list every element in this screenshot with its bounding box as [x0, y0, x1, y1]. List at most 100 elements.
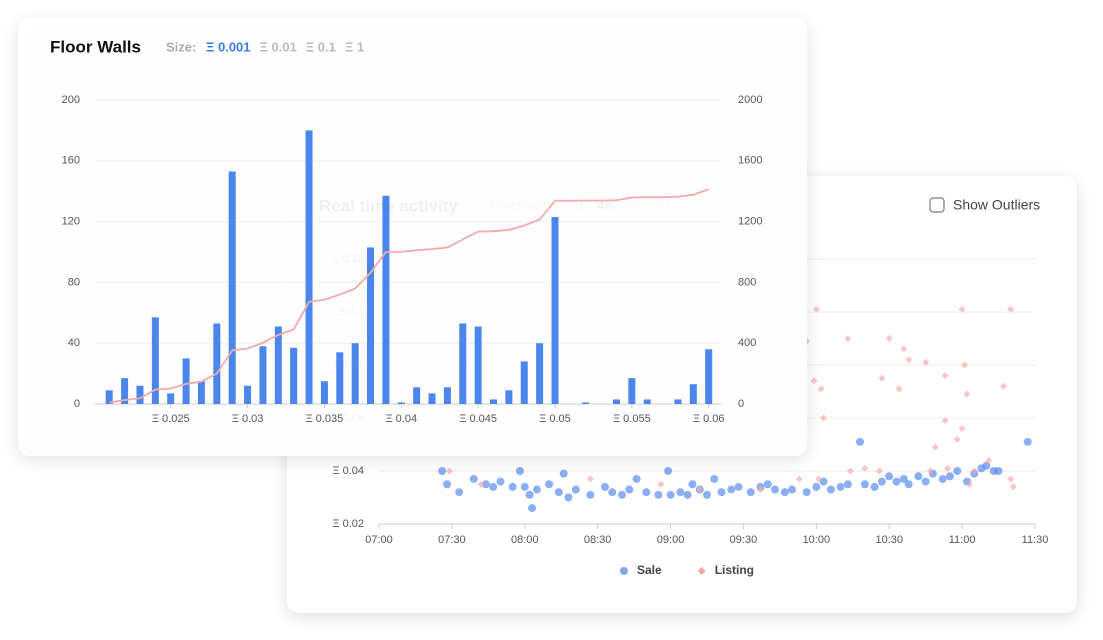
bar: [290, 347, 298, 404]
sale-point: [734, 482, 743, 491]
y2-tick-label: 800: [738, 276, 756, 288]
bar: [428, 393, 436, 404]
sale-point: [554, 488, 563, 497]
bar: [612, 399, 620, 404]
x-tick-label: 08:00: [511, 534, 539, 546]
sale-point: [945, 472, 954, 481]
sale-point: [559, 469, 568, 478]
y2-tick-label: 2000: [738, 94, 762, 106]
sale-point: [870, 482, 879, 491]
size-option[interactable]: Ξ 0.1: [306, 39, 336, 54]
y-tick-label: 160: [62, 155, 80, 167]
y2-tick-label: 0: [738, 398, 744, 410]
sale-point: [438, 467, 447, 475]
listing-point: [817, 385, 825, 393]
x-tick-label: Ξ 0.025: [152, 413, 190, 425]
y-tick-label: Ξ 0.02: [332, 518, 364, 530]
listing-point: [846, 467, 854, 475]
checkbox-label[interactable]: Show Outliers: [953, 197, 1040, 213]
listing-point: [586, 475, 594, 483]
bar: [459, 323, 467, 404]
x-tick-label: Ξ 0.035: [306, 413, 344, 425]
sale-point: [683, 490, 692, 499]
listing-point: [657, 480, 665, 488]
sale-point: [676, 488, 685, 497]
listing-point: [905, 356, 913, 364]
bar: [382, 195, 390, 404]
bar: [121, 378, 129, 404]
listing-point: [795, 475, 803, 483]
bar: [490, 399, 498, 404]
sale-point: [703, 490, 711, 499]
sale-point: [746, 488, 755, 497]
bar: [551, 217, 559, 404]
listing-point: [815, 475, 823, 483]
y-tick-label: 200: [62, 94, 80, 106]
bar: [397, 402, 405, 404]
sale-point: [520, 482, 529, 491]
sale-point: [860, 480, 869, 489]
y2-tick-label: 1600: [738, 155, 762, 167]
bar: [582, 402, 590, 404]
sale-point: [586, 490, 595, 499]
sale-point: [727, 485, 736, 494]
listing-point: [445, 467, 453, 475]
bar: [520, 361, 528, 404]
checkbox[interactable]: [929, 197, 945, 213]
bar: [182, 358, 190, 404]
legend-label: Listing: [715, 563, 754, 577]
sale-point: [914, 472, 923, 481]
bar: [674, 399, 682, 404]
sale-point: [953, 467, 962, 475]
sale-point: [600, 482, 609, 491]
listing-point: [900, 345, 908, 353]
x-tick-label: 09:30: [730, 534, 758, 546]
sale-point: [608, 488, 617, 497]
sale-point: [899, 474, 908, 483]
y-tick-label: 40: [68, 337, 80, 349]
x-tick-label: Ξ 0.06: [693, 413, 725, 425]
sale-point: [664, 467, 673, 475]
listing-point: [970, 467, 978, 475]
legend-marker: [697, 567, 706, 575]
bar: [259, 346, 267, 404]
listing-point: [1009, 483, 1017, 491]
size-option[interactable]: Ξ 1: [345, 39, 364, 54]
bar: [228, 171, 236, 404]
bar: [105, 390, 113, 404]
listing-point: [861, 464, 869, 472]
bar: [413, 387, 421, 404]
sale-point: [571, 485, 580, 494]
listing-point: [895, 385, 903, 393]
sale-point: [469, 474, 478, 483]
x-tick-label: Ξ 0.04: [385, 413, 417, 425]
listing-point: [985, 456, 993, 464]
listing-point: [927, 467, 935, 475]
sale-point: [780, 488, 789, 497]
sale-point: [921, 477, 930, 486]
sale-point: [564, 493, 573, 502]
x-tick-label: Ξ 0.045: [459, 413, 497, 425]
listing-point: [953, 435, 961, 443]
sale-point: [455, 488, 464, 497]
sale-point: [717, 488, 726, 497]
size-option[interactable]: Ξ 0.001: [206, 39, 251, 54]
sale-point: [938, 474, 947, 483]
sale-point: [532, 485, 541, 494]
listing-point: [810, 377, 818, 385]
size-option[interactable]: Ξ 0.01: [260, 39, 297, 54]
bar: [351, 343, 359, 404]
sale-point: [812, 482, 821, 491]
sale-point: [654, 490, 663, 499]
x-tick-label: 11:00: [949, 534, 976, 546]
sale-point: [836, 482, 845, 491]
sale-point: [982, 461, 991, 470]
sale-point: [802, 488, 811, 497]
listing-point: [965, 480, 973, 488]
sale-point: [496, 477, 505, 486]
size-label: Size:: [166, 39, 196, 54]
sale-point: [525, 490, 534, 499]
bar: [305, 130, 313, 404]
